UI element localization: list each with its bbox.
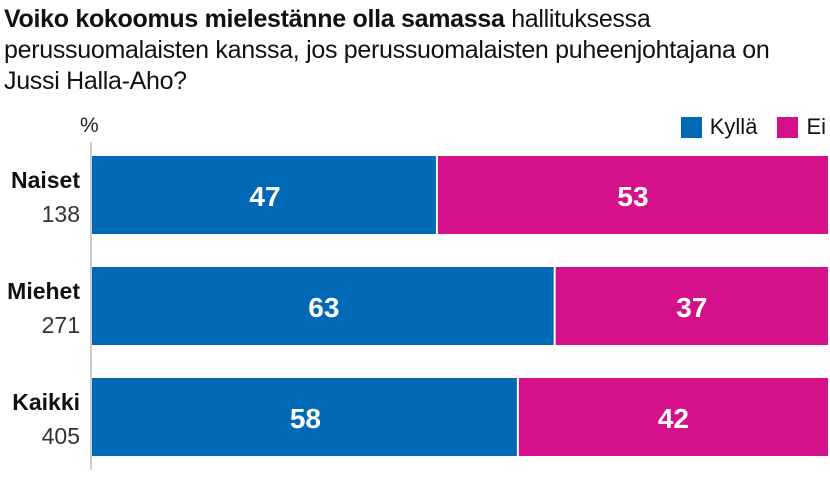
value-label-miehet-ei: 37 [676,292,707,323]
category-label-kaikki: Kaikki [12,389,80,415]
legend-swatch-ei [777,116,799,138]
category-label-miehet: Miehet [7,278,80,304]
legend-item-ei: Ei [777,114,826,140]
value-label-naiset-kylla: 47 [249,181,280,212]
bar-naiset-kylla [92,156,436,234]
chart-title-rest: hallituksessa perussuomalaisten kanssa, … [4,5,770,95]
unit-label: % [80,114,99,137]
value-label-kaikki-kylla: 58 [290,403,321,434]
legend: Kyllä Ei [661,114,826,140]
legend-item-kylla: Kyllä [680,114,758,140]
legend-swatch-kylla [680,116,702,138]
bar-kaikki-kylla [92,378,517,456]
bar-miehet-kylla [92,267,554,345]
category-count-naiset: 138 [42,201,80,227]
chart-title: Voiko kokoomus mielestänne olla samassa … [4,4,826,97]
legend-label-kylla: Kyllä [709,114,758,139]
category-count-kaikki: 405 [42,423,80,449]
value-label-kaikki-ei: 42 [658,403,689,434]
category-count-miehet: 271 [42,312,80,338]
bar-kaikki-ei [518,378,828,456]
bar-naiset-ei [437,156,828,234]
value-label-naiset-ei: 53 [617,181,648,212]
legend-label-ei: Ei [806,114,826,139]
value-label-miehet-kylla: 63 [308,292,339,323]
chart-title-bold: Voiko kokoomus mielestänne olla samassa [4,5,505,33]
bar-miehet-ei [555,267,828,345]
category-label-naiset: Naiset [11,167,80,193]
